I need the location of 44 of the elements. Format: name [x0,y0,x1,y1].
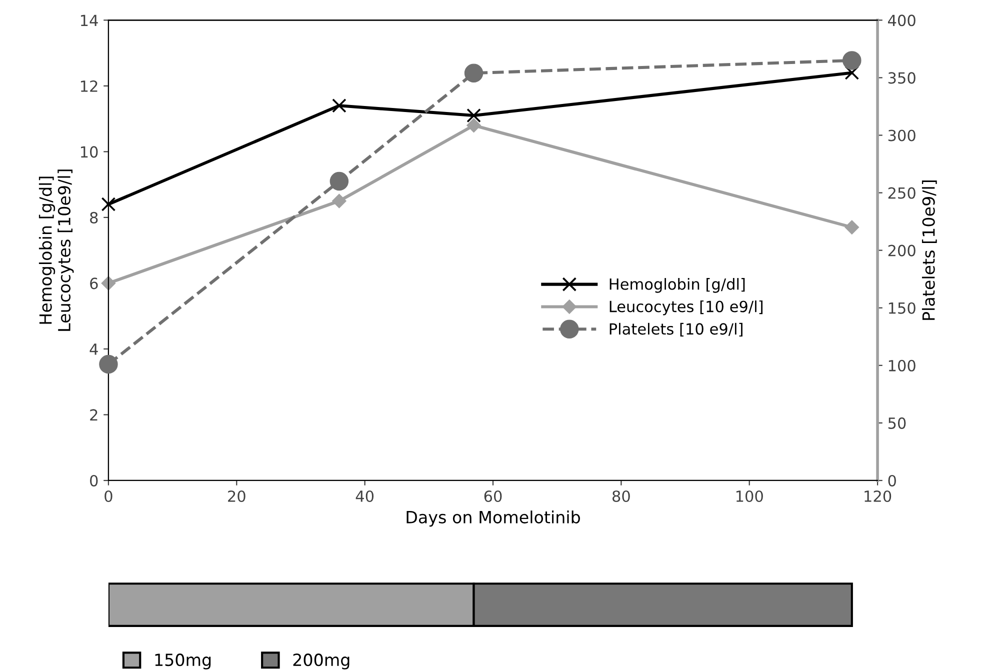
y-tick-label: 12 [80,80,98,92]
y-tick-label: 10 [80,146,98,158]
y-tick-label: 6 [90,278,98,290]
y-tick-label: 2 [90,409,98,421]
point [466,108,481,123]
point [842,51,862,70]
y2-tick-label: 300 [888,130,916,142]
y2-tick-label: 250 [888,187,916,199]
y-tick-label: 8 [90,212,98,224]
y2-tick-label: 200 [888,244,916,256]
y2-tick-label: 350 [888,72,916,84]
x-tick-label: 40 [356,490,374,502]
legend-label: Hemoglobin [g/dl] [610,278,745,293]
point [332,194,346,208]
x-tick-label: 120 [864,490,892,502]
point [466,118,481,133]
x-tick-label: 100 [736,490,763,502]
y2-axis-title: Platelets [10e9/l] [922,180,937,320]
y2-tick-label: 400 [888,14,916,26]
y2-tick-label: 0 [888,474,896,486]
legend-label: Platelets [10 e9/l] [610,322,742,337]
y-axis-title: Hemoglobin [g/dl] Leucocytes [10e9/l] [38,170,74,331]
y-tick-label: 14 [80,14,98,26]
point [464,64,484,82]
point [844,220,860,235]
x-tick-label: 80 [612,490,630,502]
point [101,276,116,290]
x-tick-label: 60 [484,490,502,502]
x-tick-label: 20 [228,490,246,502]
y2-tick-label: 100 [888,360,916,372]
x-tick-label: 0 [104,490,112,502]
x-axis-title: Days on Momelotinib [406,510,580,527]
point [99,354,118,374]
y2-tick-label: 150 [888,302,916,314]
legend-label: 200mg [293,654,350,670]
point [844,66,860,80]
point [101,197,116,212]
y-tick-label: 4 [90,344,98,355]
y-tick-label: 0 [90,474,98,486]
legend-label: 150mg [155,654,211,670]
legend-label: Leucocytes [10 e9/l] [610,300,762,316]
point [330,172,349,191]
point [332,98,346,113]
y2-tick-label: 50 [888,417,906,429]
